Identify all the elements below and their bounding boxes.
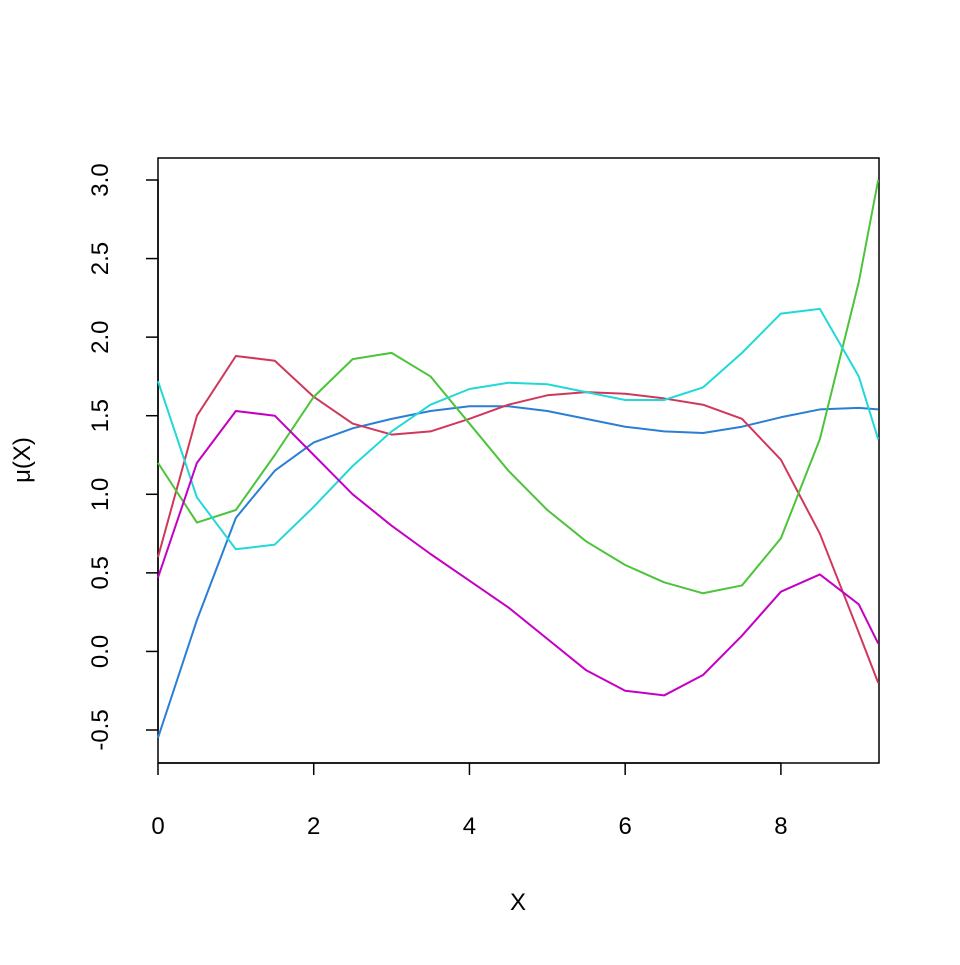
y-tick-label: 0.5 bbox=[87, 556, 114, 589]
x-tick-label: 4 bbox=[463, 813, 476, 840]
series-line bbox=[157, 405, 879, 739]
x-tick-label: 0 bbox=[151, 813, 164, 840]
x-tick-label: 8 bbox=[774, 813, 787, 840]
series-line bbox=[157, 179, 880, 595]
x-tick-label: 2 bbox=[307, 813, 320, 840]
series-line bbox=[157, 355, 880, 684]
y-tick-label: 3.0 bbox=[87, 163, 114, 196]
x-axis-label: X bbox=[510, 889, 526, 916]
y-tick-label: 1.0 bbox=[87, 478, 114, 511]
plot-frame bbox=[157, 157, 880, 764]
y-axis-label: μ(X) bbox=[9, 437, 36, 483]
y-tick-label: 2.0 bbox=[87, 320, 114, 353]
series-line bbox=[157, 307, 880, 551]
y-tick-label: -0.5 bbox=[87, 709, 114, 750]
y-tick-label: 1.5 bbox=[87, 399, 114, 432]
y-tick-label: 2.5 bbox=[87, 242, 114, 275]
series-line bbox=[157, 410, 880, 697]
y-tick-label: 0.0 bbox=[87, 635, 114, 668]
x-tick-label: 6 bbox=[618, 813, 631, 840]
